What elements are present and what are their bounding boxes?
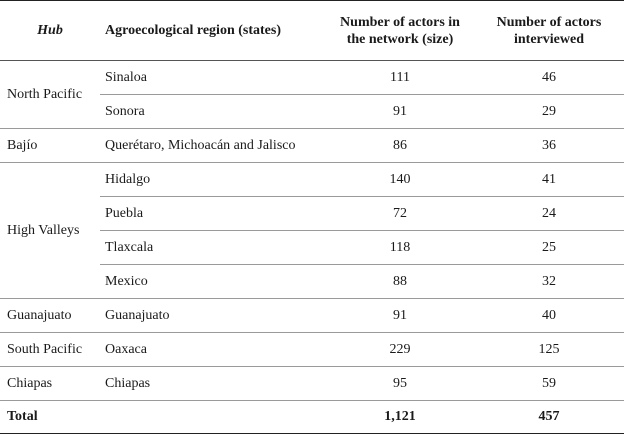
interviewed-cell: 36 [474,128,624,163]
header-interviewed: Number of actors interviewed [474,0,624,61]
region-cell: Hidalgo [100,162,326,197]
network-size-cell: 140 [326,162,474,197]
interviewed-cell: 40 [474,298,624,333]
total-label: Total [0,400,100,434]
network-size-cell: 229 [326,332,474,367]
table-row: Bajío Querétaro, Michoacán and Jalisco 86 3… [0,128,624,163]
interviewed-cell: 32 [474,264,624,299]
header-network-size: Number of actors in the network (size) [326,0,474,61]
total-region-empty [100,400,326,434]
region-cell: Chiapas [100,366,326,401]
hub-cell: South Pacific [0,332,100,367]
total-network-size: 1,121 [326,400,474,434]
hub-cell: High Valleys [0,162,100,299]
network-size-cell: 118 [326,230,474,265]
table-row: Tlaxcala 118 25 [0,230,624,265]
interviewed-cell: 59 [474,366,624,401]
network-size-cell: 72 [326,196,474,231]
table-row: North Pacific Sinaloa 111 46 [0,60,624,129]
table-row: South Pacific Oaxaca 229 125 [0,332,624,367]
header-network-size-line1: Number of actors in [340,14,460,30]
interviewed-cell: 29 [474,94,624,129]
network-size-cell: 86 [326,128,474,163]
total-row: Total 1,121 457 [0,400,624,434]
network-size-cell: 111 [326,60,474,95]
table-row: Sonora 91 29 [0,94,624,129]
hub-cell: Chiapas [0,366,100,401]
network-size-cell: 91 [326,298,474,333]
header-network-size-line2: the network (size) [346,31,454,47]
region-cell: Guanajuato [100,298,326,333]
interviewed-cell: 24 [474,196,624,231]
header-interviewed-line2: interviewed [514,31,584,47]
table-row: High Valleys Hidalgo 140 41 [0,162,624,299]
network-size-cell: 91 [326,94,474,129]
table-row: Mexico 88 32 [0,264,624,299]
region-cell: Sinaloa [100,60,326,95]
header-interviewed-line1: Number of actors [496,14,602,30]
table-row: Puebla 72 24 [0,196,624,231]
header-row: Hub Agroecological region (states) Numbe… [0,0,624,61]
total-interviewed: 457 [474,400,624,434]
interviewed-cell: 125 [474,332,624,367]
table-row: Guanajuato Guanajuato 91 40 [0,298,624,333]
header-region: Agroecological region (states) [100,0,326,61]
region-cell: Puebla [100,196,326,231]
table-body: North Pacific Sinaloa 111 46 Sonora 91 29 Bajío… [0,60,624,434]
hub-cell: North Pacific [0,60,100,129]
region-cell: Oaxaca [100,332,326,367]
region-cell: Sonora [100,94,326,129]
network-size-cell: 95 [326,366,474,401]
region-cell: Mexico [100,264,326,299]
table-row: Chiapas Chiapas 95 59 [0,366,624,401]
hub-cell: Bajío [0,128,100,163]
network-size-cell: 88 [326,264,474,299]
interviewed-cell: 41 [474,162,624,197]
header-hub: Hub [0,0,100,61]
interviewed-cell: 25 [474,230,624,265]
hub-cell: Guanajuato [0,298,100,333]
region-cell: Tlaxcala [100,230,326,265]
region-cell: Querétaro, Michoacán and Jalisco [100,128,326,163]
interviewed-cell: 46 [474,60,624,95]
